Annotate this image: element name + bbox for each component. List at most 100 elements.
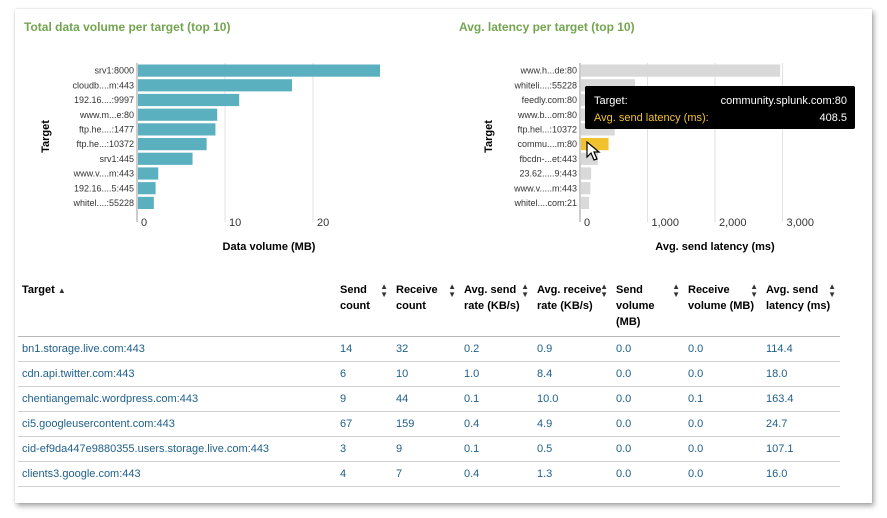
- col-header-target[interactable]: Target ▲: [18, 278, 336, 337]
- cell-avg-send-latency: 24.7: [762, 411, 840, 437]
- latency-category-label: www.h...de:80: [519, 66, 577, 76]
- cell-send-count: 14: [336, 336, 392, 362]
- cell-avg-send-rate: 0.1: [460, 386, 533, 412]
- latency-bar[interactable]: [581, 182, 591, 195]
- cell-receive-count: 44: [392, 386, 460, 412]
- chart-title-latency: Avg. latency per target (top 10): [459, 20, 635, 34]
- cell-target[interactable]: cdn.api.twitter.com:443: [18, 361, 336, 387]
- volume-category-label: www.v....m:443: [73, 169, 134, 179]
- sort-toggle-icon[interactable]: ▲ ▼: [600, 282, 608, 299]
- volume-bar[interactable]: [138, 123, 216, 136]
- cell-send-count: 3: [336, 436, 392, 462]
- cell-avg-send-rate: 1.0: [460, 361, 533, 387]
- table-row[interactable]: ci5.googleusercontent.com:443 67 159 0.4…: [18, 411, 840, 437]
- chart-tooltip: Target: community.splunk.com:80 Avg. sen…: [585, 86, 855, 129]
- volume-bar[interactable]: [138, 108, 218, 121]
- volume-bar[interactable]: [138, 93, 240, 107]
- cell-receive-count: 7: [392, 461, 460, 487]
- cell-send-count: 9: [336, 386, 392, 412]
- cell-avg-receive-rate: 4.9: [533, 411, 612, 437]
- col-header-avg-send-rate[interactable]: Avg. send rate (KB/s) ▲ ▼: [460, 278, 533, 337]
- col-header-send-volume[interactable]: Send volume (MB) ▲ ▼: [612, 278, 684, 337]
- col-header-avg-send-latency[interactable]: Avg. send latency (ms) ▲ ▼: [762, 278, 840, 337]
- tooltip-target-value: community.splunk.com:80: [720, 95, 847, 107]
- table-row[interactable]: clients3.google.com:443 4 7 0.4 1.3 0.0 …: [18, 461, 840, 487]
- col-header-receive-count[interactable]: Receive count ▲ ▼: [392, 278, 460, 337]
- col-header-avg-receive-rate[interactable]: Avg. receive rate (KB/s) ▲ ▼: [533, 278, 612, 337]
- col-header-send-count[interactable]: Send count ▲ ▼: [336, 278, 392, 337]
- volume-category-label: cloudb....m:443: [72, 80, 134, 90]
- latency-bar[interactable]: [581, 64, 781, 77]
- volume-category-label: www.m...e:80: [79, 110, 134, 120]
- tooltip-target-label: Target:: [594, 95, 628, 107]
- latency-y-axis-title: Target: [483, 120, 495, 153]
- cell-receive-count: 9: [392, 436, 460, 462]
- sort-ascending-icon[interactable]: ▲: [57, 286, 66, 295]
- cell-receive-volume: 0.0: [684, 336, 762, 362]
- latency-category-label: fbcdn-...et:443: [519, 154, 577, 164]
- cell-target[interactable]: bn1.storage.live.com:443: [18, 336, 336, 362]
- volume-y-axis-title: Target: [40, 120, 52, 153]
- volume-x-axis-title: Data volume (MB): [223, 241, 316, 253]
- cell-avg-send-latency: 163.4: [762, 386, 840, 412]
- cell-avg-receive-rate: 0.9: [533, 336, 612, 362]
- sort-toggle-icon[interactable]: ▲ ▼: [448, 282, 456, 299]
- volume-xtick-label: 20: [317, 217, 329, 229]
- volume-bar[interactable]: [138, 64, 380, 77]
- latency-category-label: whitel....com:21: [513, 198, 577, 208]
- cell-send-count: 6: [336, 361, 392, 387]
- latency-xtick-label: 2,000: [719, 217, 747, 229]
- volume-bar[interactable]: [138, 138, 207, 151]
- cell-avg-send-latency: 16.0: [762, 461, 840, 487]
- latency-category-label: www.v.....m:443: [513, 183, 577, 193]
- sort-toggle-icon[interactable]: ▲ ▼: [750, 282, 758, 299]
- volume-bar[interactable]: [138, 196, 154, 209]
- sort-toggle-icon[interactable]: ▲ ▼: [672, 282, 680, 299]
- cell-target[interactable]: chentiangemalc.wordpress.com:443: [18, 386, 336, 412]
- table-row[interactable]: chentiangemalc.wordpress.com:443 9 44 0.…: [18, 386, 840, 412]
- chart-title-data-volume: Total data volume per target (top 10): [24, 20, 231, 34]
- sort-toggle-icon[interactable]: ▲ ▼: [521, 282, 529, 299]
- cell-send-count: 4: [336, 461, 392, 487]
- table-row[interactable]: cdn.api.twitter.com:443 6 10 1.0 8.4 0.0…: [18, 361, 840, 387]
- tooltip-metric-value: 408.5: [819, 112, 847, 124]
- latency-category-label: feedly.com:80: [522, 95, 577, 105]
- volume-bar[interactable]: [138, 79, 292, 92]
- data-volume-chart[interactable]: 0 10 20 srv1:8000 cloudb....m:443 192.16....:…: [20, 55, 440, 260]
- cell-target[interactable]: cid-ef9da447e9880355.users.storage.live.…: [18, 436, 336, 462]
- cell-receive-volume: 0.0: [684, 436, 762, 462]
- volume-category-label: 192.16....:9997: [74, 95, 134, 105]
- table-row[interactable]: cid-ef9da447e9880355.users.storage.live.…: [18, 436, 840, 462]
- cell-receive-volume: 0.0: [684, 461, 762, 487]
- volume-bar[interactable]: [138, 167, 159, 180]
- cell-receive-count: 10: [392, 361, 460, 387]
- volume-xtick-label: 0: [141, 217, 147, 229]
- cell-send-volume: 0.0: [612, 336, 684, 362]
- latency-category-label: whiteli....:55228: [513, 80, 577, 90]
- cell-receive-volume: 0.0: [684, 361, 762, 387]
- volume-category-label: ftp.he...:10372: [76, 139, 134, 149]
- cell-receive-volume: 0.1: [684, 386, 762, 412]
- cell-avg-send-rate: 0.1: [460, 436, 533, 462]
- volume-category-label: srv1:8000: [94, 66, 134, 76]
- sort-toggle-icon[interactable]: ▲ ▼: [380, 282, 388, 299]
- cell-receive-count: 159: [392, 411, 460, 437]
- col-header-receive-volume[interactable]: Receive volume (MB) ▲ ▼: [684, 278, 762, 337]
- cell-receive-volume: 0.0: [684, 411, 762, 437]
- volume-bar[interactable]: [138, 152, 193, 165]
- table-row[interactable]: bn1.storage.live.com:443 14 32 0.2 0.9 0…: [18, 336, 840, 362]
- sort-toggle-icon[interactable]: ▲ ▼: [828, 282, 836, 299]
- cell-avg-send-rate: 0.4: [460, 461, 533, 487]
- volume-bar[interactable]: [138, 182, 156, 195]
- latency-category-label: www.b...om:80: [517, 110, 577, 120]
- cell-send-volume: 0.0: [612, 361, 684, 387]
- volume-category-label: ftp.he....:1477: [79, 125, 134, 135]
- cell-target[interactable]: clients3.google.com:443: [18, 461, 336, 487]
- cell-receive-count: 32: [392, 336, 460, 362]
- cell-target[interactable]: ci5.googleusercontent.com:443: [18, 411, 336, 437]
- latency-bar[interactable]: [581, 196, 590, 209]
- volume-category-label: 192.16....5:445: [74, 183, 134, 193]
- latency-x-axis-title: Avg. send latency (ms): [655, 241, 775, 253]
- cell-avg-send-rate: 0.2: [460, 336, 533, 362]
- latency-bar[interactable]: [581, 167, 592, 180]
